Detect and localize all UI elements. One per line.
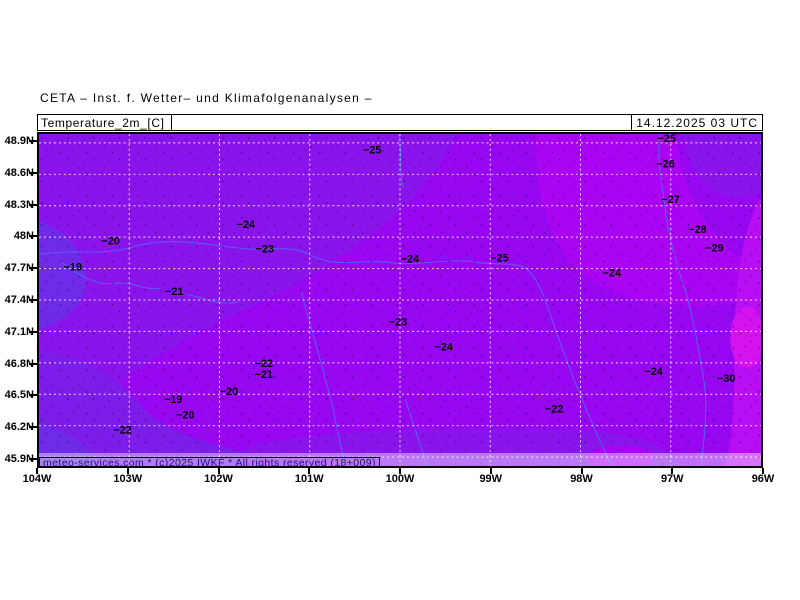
temperature-value-label: −28 — [688, 224, 707, 236]
lat-tick-mark — [29, 394, 37, 397]
timestamp-label: 14.12.2025 03 UTC — [631, 115, 762, 130]
page-title: CETA – Inst. f. Wetter– und Klimafolgena… — [40, 91, 373, 105]
lat-tick-label: 48.6N — [4, 166, 34, 179]
temperature-value-label: −20 — [176, 410, 195, 422]
copyright-text: meteo-services.com * (c)2025 IWKF * All … — [39, 457, 380, 466]
temperature-labels-layer: −20−19−21−24−23−25−24 −25−23−24−22−21−20−… — [64, 134, 736, 436]
temperature-value-label: −25 — [490, 252, 509, 264]
lat-tick-label: 48N — [13, 230, 34, 243]
temperature-value-label: −24 — [401, 253, 420, 265]
lat-tick-label: 46.5N — [4, 389, 34, 402]
lat-tick-mark — [29, 140, 37, 142]
header-bar: Temperature_2m_[C] 14.12.2025 03 UTC — [37, 114, 763, 131]
lon-tick-label: 98W — [570, 473, 593, 485]
lon-tick-label: 97W — [660, 473, 684, 485]
temperature-value-label: −22 — [545, 404, 564, 416]
lon-tick-mark — [489, 468, 492, 474]
lat-tick-mark — [29, 171, 37, 174]
copyright-strip: meteo-services.com * (c)2025 IWKF * All … — [39, 453, 761, 466]
lat-tick-mark — [29, 203, 37, 206]
lon-tick-label: 102W — [204, 473, 233, 485]
lon-tick-mark — [762, 468, 764, 474]
temperature-value-label: −30 — [717, 373, 736, 385]
temperature-value-label: −23 — [389, 317, 408, 329]
temperature-value-label: −24 — [644, 366, 663, 378]
lat-tick-mark — [29, 235, 37, 238]
lat-tick-mark — [29, 458, 37, 460]
lat-tick-mark — [29, 330, 37, 333]
lon-tick-mark — [217, 468, 220, 474]
lon-tick-mark — [126, 468, 129, 474]
lon-tick-label: 104W — [22, 473, 52, 485]
lat-tick-label: 47.4N — [4, 294, 34, 306]
lat-tick-label: 48.3N — [4, 198, 34, 211]
lon-tick-label: 96W — [751, 473, 775, 485]
temperature-value-label: −29 — [705, 243, 724, 255]
lon-tick-mark — [671, 468, 674, 474]
lat-tick-label: 48.9N — [4, 135, 34, 147]
lon-tick-mark — [36, 468, 38, 474]
parameter-label: Temperature_2m_[C] — [38, 115, 172, 130]
temperature-value-label: −20 — [220, 386, 239, 398]
map-frame: −20 −19 −21 −24 −23 −25 −24 −25 −23 −24 −22 −21 −20−… — [37, 132, 763, 468]
temperature-value-label: −21 — [165, 286, 184, 298]
temperature-value-label: −21 — [254, 369, 273, 381]
lat-tick-mark — [29, 426, 37, 429]
lon-tick-mark — [580, 468, 583, 474]
temperature-value-label: −22 — [113, 424, 132, 436]
temperature-map-canvas: −20−19−21−24−23−25−24 −25−23−24−22−21−20−… — [39, 134, 761, 466]
temperature-value-label: −24 — [237, 219, 256, 231]
temperature-value-label: −19 — [64, 261, 83, 273]
lon-tick-mark — [399, 468, 401, 474]
lat-tick-mark — [29, 299, 37, 301]
temperature-value-label: −24 — [434, 341, 453, 353]
lon-tick-label: 100W — [385, 473, 415, 485]
lat-tick-mark — [29, 267, 37, 270]
temperature-value-label: −19 — [164, 394, 183, 406]
temperature-value-label: −27 — [661, 194, 680, 206]
header-spacer — [172, 115, 632, 130]
lat-tick-label: 45.9N — [4, 453, 34, 465]
lat-tick-mark — [29, 362, 37, 365]
lon-tick-label: 101W — [294, 473, 324, 485]
lon-tick-label: 99W — [479, 473, 503, 485]
temperature-value-label: −22 — [254, 358, 273, 370]
lat-tick-label: 46.2N — [4, 421, 34, 434]
lat-tick-label: 47.1N — [4, 325, 34, 338]
lon-tick-label: 103W — [113, 473, 143, 485]
lat-tick-label: 46.8N — [4, 357, 34, 370]
temperature-value-label: −24 — [603, 267, 622, 279]
temperature-value-label: −26 — [656, 159, 675, 171]
temperature-value-label: −25 — [363, 145, 382, 157]
lat-tick-label: 47.7N — [4, 262, 34, 275]
lon-tick-mark — [308, 468, 311, 474]
temperature-value-label: −25 — [657, 134, 676, 145]
temperature-value-label: −23 — [255, 244, 274, 256]
temperature-value-label: −20 — [101, 236, 120, 248]
